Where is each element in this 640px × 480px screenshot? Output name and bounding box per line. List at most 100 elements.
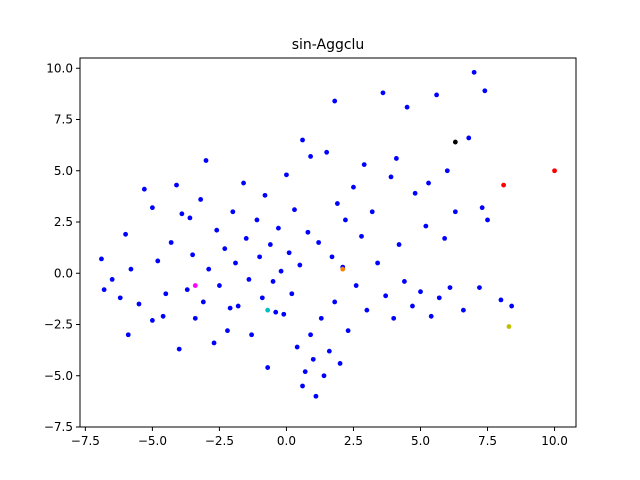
data-point [383, 293, 389, 299]
data-point [141, 186, 147, 192]
y-tick-label: 10.0 [46, 61, 73, 75]
data-point [128, 266, 134, 272]
data-point [174, 182, 179, 188]
y-tick-label: 5.0 [54, 164, 73, 178]
data-point [222, 246, 228, 252]
data-point [498, 297, 504, 303]
data-point [436, 295, 442, 301]
data-point [434, 92, 439, 98]
data-point [187, 215, 193, 221]
data-point [176, 346, 182, 352]
plot-area [99, 69, 557, 399]
data-point [249, 332, 254, 338]
data-point [246, 277, 252, 282]
data-point [281, 311, 287, 317]
y-tick-label: 7.5 [54, 113, 73, 127]
data-point [235, 303, 241, 309]
data-point [332, 299, 338, 305]
data-point [262, 192, 268, 198]
data-point [155, 258, 161, 264]
axes-frame [79, 57, 577, 428]
data-point [410, 303, 415, 309]
data-point [426, 180, 431, 186]
data-point [117, 295, 123, 301]
data-point [506, 324, 512, 329]
data-point [332, 98, 338, 104]
data-point [353, 283, 359, 288]
data-point [321, 373, 327, 379]
data-point [284, 172, 289, 178]
y-tick-label: −2.5 [44, 318, 73, 332]
data-point [192, 283, 198, 288]
data-point [361, 162, 367, 168]
data-point [482, 88, 488, 94]
data-point [375, 260, 380, 266]
data-point [404, 104, 410, 110]
data-point [388, 174, 394, 180]
data-point [501, 182, 507, 188]
data-point [380, 90, 386, 96]
data-point [300, 137, 305, 143]
data-point [552, 168, 557, 174]
data-point [305, 229, 311, 235]
data-point [149, 318, 155, 323]
data-point [329, 254, 335, 260]
data-point [125, 332, 131, 338]
x-tick-label: 10.0 [541, 434, 568, 448]
data-point [418, 289, 423, 295]
data-point [109, 277, 115, 282]
data-point [334, 201, 340, 206]
y-axis: −7.5 −5.0 −2.5 0.0 2.5 5.0 7.5 10.0 [44, 61, 80, 434]
data-point [273, 309, 279, 315]
data-point [241, 180, 246, 186]
data-point [259, 295, 265, 301]
data-point [391, 315, 397, 321]
data-point [214, 227, 220, 233]
data-point [313, 393, 319, 399]
data-point [203, 158, 209, 163]
data-point [101, 287, 107, 293]
data-point [369, 209, 375, 215]
x-tick-label: 0.0 [277, 434, 296, 448]
data-point [276, 225, 281, 231]
data-point [192, 315, 198, 321]
data-point [447, 285, 453, 290]
data-point [99, 256, 104, 262]
data-point [206, 266, 212, 272]
data-point [343, 217, 348, 223]
data-point [359, 233, 364, 239]
data-point [485, 217, 490, 223]
data-point [351, 184, 356, 190]
data-point [466, 135, 472, 141]
data-point [396, 242, 402, 247]
data-point [265, 307, 271, 313]
y-tick-label: −5.0 [44, 369, 73, 383]
data-point [460, 307, 466, 313]
data-point [509, 303, 515, 309]
data-point [393, 156, 399, 161]
data-point [270, 279, 276, 284]
data-point [294, 344, 300, 350]
data-point [292, 207, 297, 213]
data-point [318, 315, 324, 321]
data-point [278, 268, 284, 274]
data-point [217, 283, 222, 288]
x-tick-label: −5.0 [138, 434, 167, 448]
data-point [211, 340, 217, 346]
data-point [289, 291, 295, 297]
data-point [316, 240, 322, 245]
x-tick-label: 5.0 [411, 434, 430, 448]
data-point [254, 217, 260, 223]
data-point [297, 262, 303, 268]
data-point [364, 307, 370, 313]
data-point [479, 205, 485, 211]
x-tick-label: 7.5 [478, 434, 497, 448]
data-point [179, 211, 185, 217]
data-point [200, 299, 206, 305]
data-point [340, 266, 346, 272]
x-tick-label: −2.5 [205, 434, 234, 448]
x-tick-label: −7.5 [71, 434, 100, 448]
data-point [302, 369, 308, 375]
